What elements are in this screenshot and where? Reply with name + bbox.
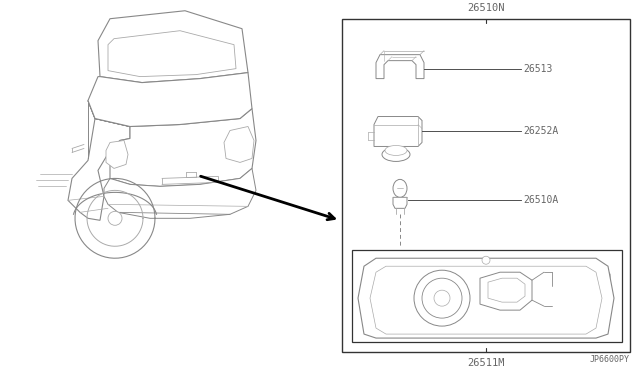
Circle shape — [414, 270, 470, 326]
Circle shape — [434, 290, 450, 306]
Polygon shape — [358, 258, 614, 338]
Polygon shape — [370, 266, 602, 334]
Circle shape — [482, 256, 490, 264]
Circle shape — [422, 278, 462, 318]
Polygon shape — [480, 272, 532, 310]
Polygon shape — [104, 169, 256, 218]
Polygon shape — [224, 126, 254, 163]
Ellipse shape — [108, 211, 122, 225]
Polygon shape — [106, 141, 128, 169]
Text: 26252A: 26252A — [524, 126, 559, 137]
Polygon shape — [95, 109, 256, 186]
Polygon shape — [488, 278, 525, 302]
Text: 26511M: 26511M — [467, 358, 505, 368]
Polygon shape — [374, 116, 422, 147]
Ellipse shape — [385, 145, 407, 155]
Text: 26510A: 26510A — [524, 195, 559, 205]
Polygon shape — [364, 264, 610, 328]
Ellipse shape — [393, 179, 407, 198]
Bar — [342, 19, 630, 352]
Ellipse shape — [382, 147, 410, 161]
Polygon shape — [88, 73, 252, 126]
Text: 26513: 26513 — [524, 64, 553, 74]
Text: 26510N: 26510N — [467, 3, 505, 13]
Polygon shape — [68, 100, 130, 220]
Polygon shape — [98, 11, 248, 83]
Polygon shape — [374, 270, 600, 326]
Polygon shape — [393, 198, 407, 208]
Polygon shape — [376, 55, 424, 78]
Bar — [352, 250, 622, 342]
Text: JP6600PY: JP6600PY — [590, 355, 630, 364]
Polygon shape — [108, 31, 236, 77]
